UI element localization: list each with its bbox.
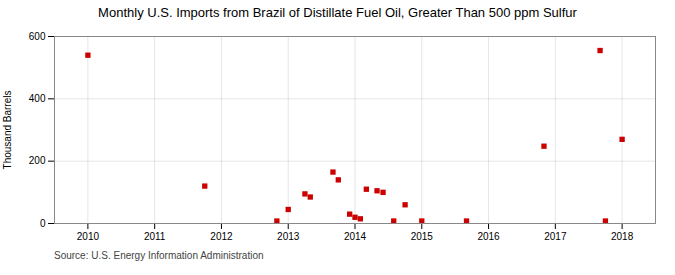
- svg-text:0: 0: [40, 218, 46, 229]
- svg-text:2012: 2012: [210, 231, 233, 242]
- html-text:Source: U.S. Energy Informatio: Source: U.S. Energy Information Administ…: [54, 250, 264, 261]
- svg-text:Thousand Barrels: Thousand Barrels: [2, 91, 13, 170]
- svg-text:2015: 2015: [411, 231, 434, 242]
- svg-text:2016: 2016: [477, 231, 500, 242]
- html-text:Monthly U.S. Imports from Braz: Monthly U.S. Imports from Brazil of Dist…: [98, 5, 577, 20]
- svg-text:2011: 2011: [144, 231, 166, 242]
- svg-text:2010: 2010: [77, 231, 100, 242]
- svg-text:2018: 2018: [611, 231, 634, 242]
- svg-text:2017: 2017: [544, 231, 567, 242]
- svg-text:400: 400: [29, 93, 46, 104]
- svg-text:2014: 2014: [344, 231, 367, 242]
- svg-text:600: 600: [29, 31, 46, 42]
- svg-text:200: 200: [29, 155, 46, 166]
- svg-text:2013: 2013: [277, 231, 300, 242]
